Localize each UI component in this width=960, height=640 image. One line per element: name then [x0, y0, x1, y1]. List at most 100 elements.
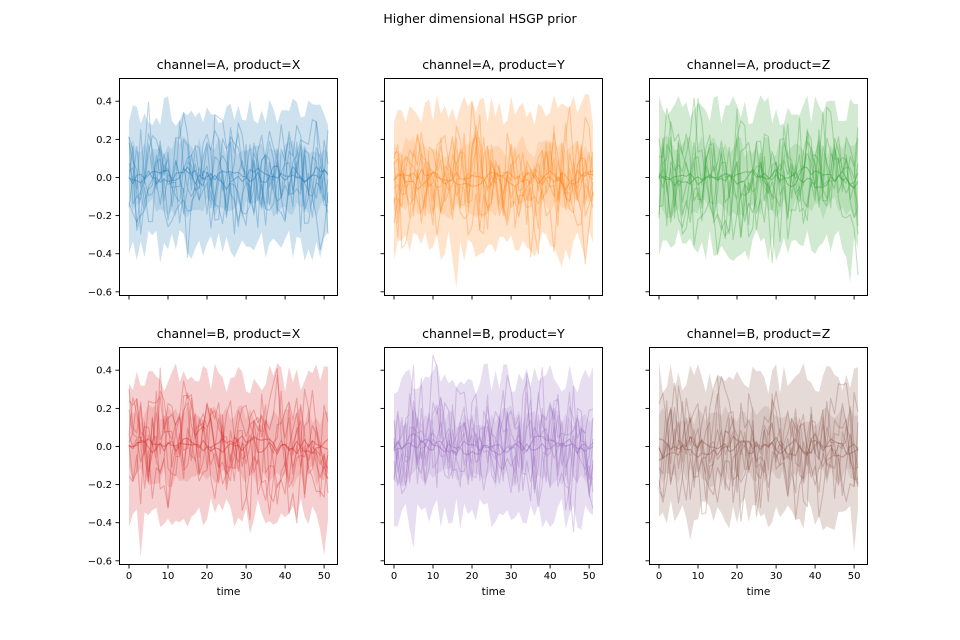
- hdi-band-outer: [129, 96, 328, 263]
- axes-spines: [119, 78, 338, 296]
- prior-draw-line: [393, 378, 594, 511]
- prior-draw-line: [393, 105, 594, 265]
- prior-draw-line: [393, 372, 594, 507]
- axes-A-X: 0.4 0.2 0.0 −0.2 −0.4 −0.6 channel=A, product=…: [88, 57, 338, 300]
- prior-draw-line: [393, 135, 594, 258]
- prior-mean-line: [128, 435, 329, 455]
- hdi-band-inner: [394, 135, 593, 219]
- figure-title: Higher dimensional HSGP prior: [383, 11, 577, 26]
- axes-spines: [649, 347, 868, 565]
- prior-mean-line: [658, 168, 859, 189]
- prior-draw-line: [393, 114, 594, 253]
- x-tick-label: 40: [809, 571, 822, 582]
- plot-area: [128, 363, 329, 558]
- y-tick-label: 0.4: [96, 97, 112, 108]
- y-tick-label: −0.2: [88, 480, 112, 491]
- axes-spines: [649, 78, 868, 296]
- prior-draw-line: [658, 391, 859, 522]
- subplot-title: channel=B, product=X: [157, 326, 301, 341]
- y-tick-label: 0.2: [96, 404, 112, 415]
- prior-draw-line: [393, 393, 594, 533]
- x-tick-label: 20: [201, 571, 214, 582]
- x-tick-label: 10: [692, 571, 705, 582]
- x-tick-label: 50: [583, 571, 596, 582]
- x-tick-label: 40: [279, 571, 292, 582]
- prior-draw-line: [658, 385, 859, 520]
- plot-area: [128, 96, 329, 263]
- prior-draw-line: [393, 365, 594, 501]
- subplot-channel-B-product-Z: 0 10 20 30 40 50 time channel=B, product=Z: [645, 326, 868, 598]
- x-tick-label: 30: [505, 571, 518, 582]
- prior-draw-line: [393, 367, 594, 511]
- prior-draw-line: [128, 101, 329, 258]
- axes-spines: [384, 78, 603, 296]
- subplot-title: channel=A, product=Y: [422, 57, 565, 72]
- x-axis-label: time: [747, 586, 771, 598]
- axes-B-X: 0 10 20 30 40 50 0.4 0.2 0.0 −0.2 −0.4 −0.6 time chan…: [88, 326, 338, 598]
- y-tick-label: −0.4: [88, 518, 112, 529]
- prior-draw-line: [128, 380, 329, 508]
- prior-draw-line: [128, 390, 329, 515]
- hdi-band-inner: [394, 405, 593, 489]
- prior-mean-line: [393, 438, 594, 456]
- prior-draw-line: [658, 108, 859, 226]
- hdi-band-inner: [129, 404, 328, 489]
- hdi-band-inner: [659, 405, 858, 487]
- x-tick-label: 10: [162, 571, 175, 582]
- prior-mean-line: [128, 166, 329, 185]
- hdi-band-outer: [394, 93, 593, 289]
- prior-mean-line: [393, 433, 594, 456]
- subplot-title: channel=A, product=Z: [687, 57, 831, 72]
- prior-draw-line: [658, 97, 859, 239]
- hdi-band-outer: [394, 363, 593, 549]
- prior-mean-line: [128, 437, 329, 455]
- prior-draw-line: [658, 134, 859, 229]
- y-tick-label: 0.0: [96, 442, 112, 453]
- prior-draw-line: [128, 113, 329, 228]
- prior-draw-line: [658, 121, 859, 246]
- y-tick-label: −0.6: [88, 287, 112, 298]
- prior-mean-line: [658, 166, 859, 189]
- x-tick-label: 50: [848, 571, 861, 582]
- axes-spines: [384, 347, 603, 565]
- y-tick-label: −0.6: [88, 556, 112, 567]
- prior-draw-line: [128, 396, 329, 521]
- prior-draw-line: [658, 393, 859, 508]
- prior-draw-line: [128, 367, 329, 499]
- prior-draw-line: [128, 374, 329, 505]
- axes-spines: [119, 347, 338, 565]
- prior-draw-line: [658, 106, 859, 255]
- prior-mean-line: [393, 168, 594, 190]
- plot-area: [393, 354, 594, 549]
- prior-draw-line: [393, 101, 594, 237]
- axes-A-Y: channel=A, product=Y: [380, 57, 603, 300]
- prior-mean-line: [128, 165, 329, 191]
- prior-draw-line: [128, 124, 329, 231]
- prior-draw-line: [128, 389, 329, 524]
- prior-draw-line: [393, 136, 594, 235]
- subplot-channel-A-product-X: 0.4 0.2 0.0 −0.2 −0.4 −0.6 channel=A, product=…: [88, 57, 338, 300]
- prior-draw-line: [128, 120, 329, 232]
- prior-draw-line: [393, 116, 594, 238]
- y-tick-label: −0.2: [88, 211, 112, 222]
- prior-draw-line: [393, 130, 594, 226]
- prior-mean-line: [658, 435, 859, 458]
- y-tick-label: 0.0: [96, 173, 112, 184]
- x-tick-label: 0: [656, 571, 662, 582]
- prior-draw-line: [393, 399, 594, 494]
- hdi-band-inner: [129, 136, 328, 219]
- prior-draw-line: [128, 388, 329, 511]
- plot-area: [658, 95, 859, 283]
- prior-draw-line: [128, 120, 329, 234]
- plot-area: [658, 362, 859, 552]
- x-tick-label: 40: [544, 571, 557, 582]
- subplot-title: channel=B, product=Y: [422, 326, 565, 341]
- prior-draw-line: [393, 124, 594, 249]
- y-tick-label: 0.2: [96, 135, 112, 146]
- subplot-title: channel=B, product=Z: [687, 326, 831, 341]
- axes-A-Z: channel=A, product=Z: [645, 57, 868, 300]
- x-tick-label: 30: [770, 571, 783, 582]
- x-tick-label: 10: [427, 571, 440, 582]
- prior-draw-line: [128, 119, 329, 227]
- subplot-channel-B-product-X: 0 10 20 30 40 50 0.4 0.2 0.0 −0.2 −0.4 −0.6 time chan…: [88, 326, 338, 598]
